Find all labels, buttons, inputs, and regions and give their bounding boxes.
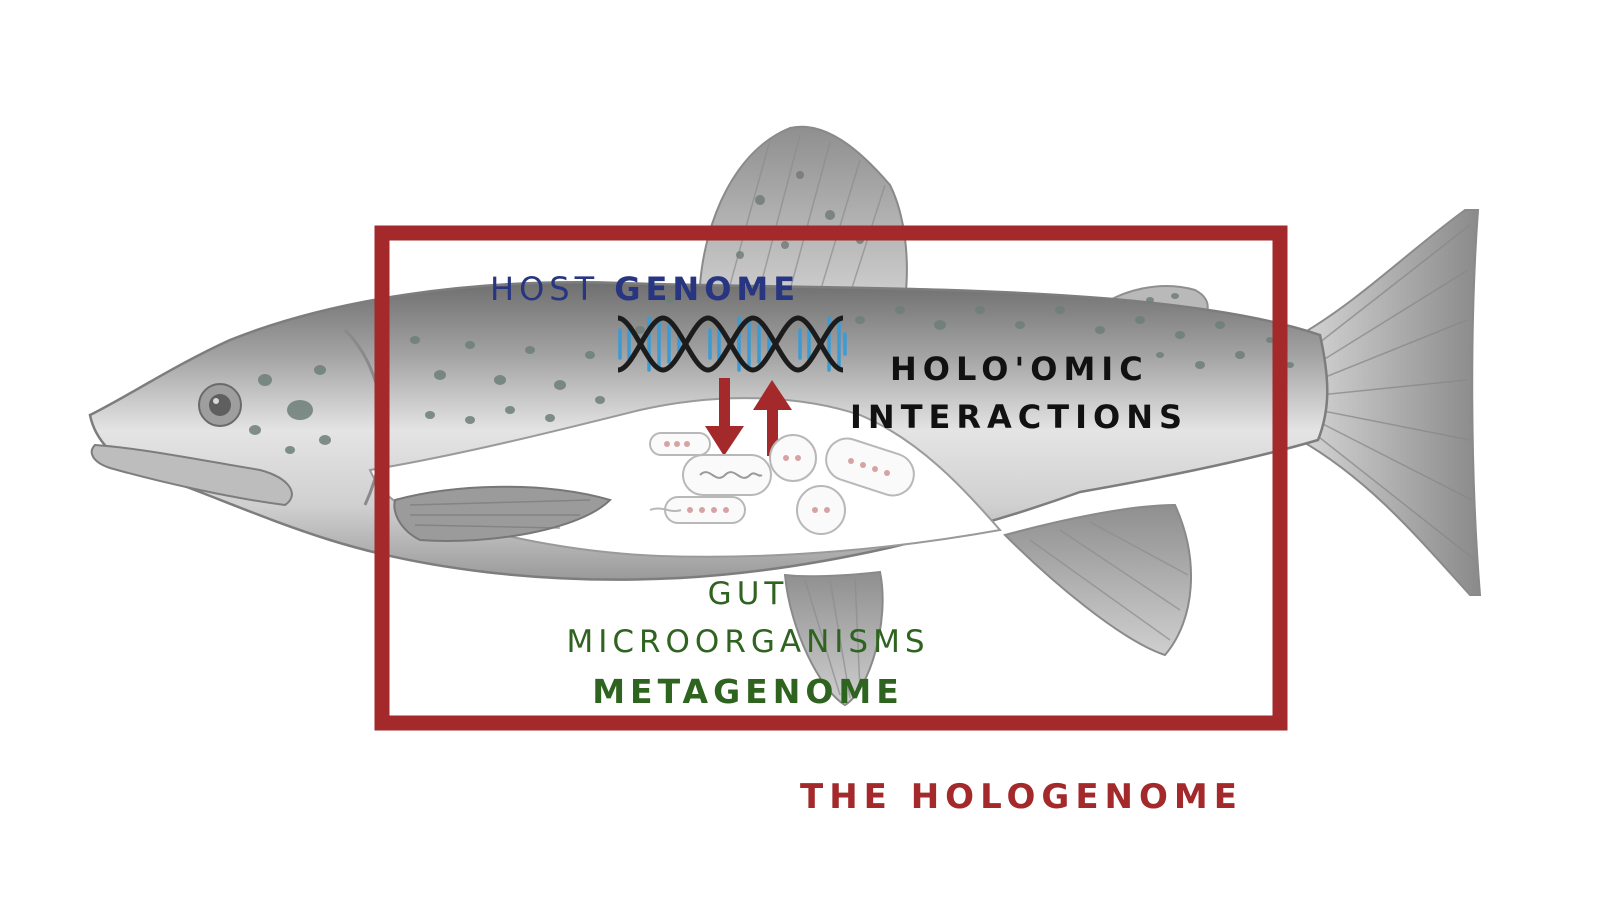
anal-fin <box>1003 503 1192 657</box>
diagram-title: THE HOLOGENOME <box>800 777 1243 817</box>
holomic-label-line1: HOLO'OMIC <box>890 350 1149 388</box>
host-genome-label: HOST GENOME <box>490 270 800 308</box>
gut-label-line2: MICROORGANISMS <box>566 624 930 660</box>
dna-helix-icon <box>617 315 847 373</box>
fish-spots <box>249 293 1294 454</box>
pelvic-fin <box>783 570 884 707</box>
lower-jaw <box>90 443 293 507</box>
host-label-genome: GENOME <box>614 270 801 308</box>
gut-label-line1: GUT <box>707 576 789 612</box>
down-arrow <box>705 378 744 456</box>
up-arrow <box>753 380 792 456</box>
hologenome-frame <box>374 225 1288 731</box>
holomic-label-line2: INTERACTIONS <box>850 398 1189 436</box>
host-label-prefix: HOST <box>490 270 600 308</box>
gut-label-line3: METAGENOME <box>592 672 904 711</box>
bacteria-icons <box>649 432 915 535</box>
tail-fin <box>1299 209 1482 596</box>
